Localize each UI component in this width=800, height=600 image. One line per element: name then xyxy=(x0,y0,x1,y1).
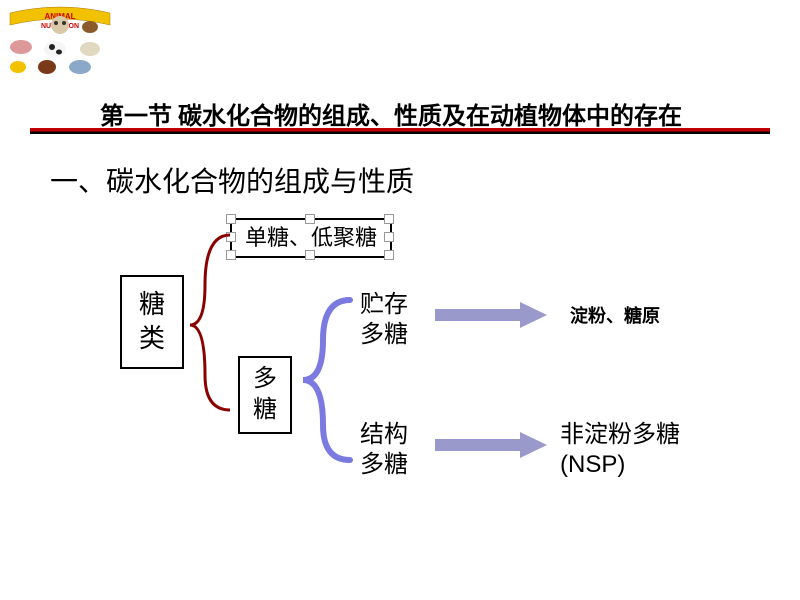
mono-oligo-text: 单糖、低聚糖 xyxy=(245,224,377,253)
heading-underline xyxy=(30,128,770,134)
nsp-line2: (NSP) xyxy=(560,450,680,480)
poly-line1: 多 xyxy=(253,364,277,395)
storage-label: 贮存 多糖 xyxy=(360,290,408,350)
storage-line1: 贮存 xyxy=(360,290,408,320)
section-title: 一、碳水化合物的组成与性质 xyxy=(50,160,414,200)
structural-line1: 结构 xyxy=(360,420,408,450)
handle-tl xyxy=(226,214,236,224)
animal-nutrition-logo: ANIMAL NUTRITION xyxy=(5,5,115,75)
arrow-structural xyxy=(435,430,550,460)
structural-label: 结构 多糖 xyxy=(360,420,408,480)
arrow-storage xyxy=(435,300,550,330)
root-line1: 糖 xyxy=(139,288,165,322)
starch-glycogen-label: 淀粉、糖原 xyxy=(570,305,660,328)
root-sugar-box: 糖 类 xyxy=(120,275,184,369)
chapter-heading: 第一节 碳水化合物的组成、性质及在动植物体中的存在 xyxy=(100,96,682,131)
nsp-line1: 非淀粉多糖 xyxy=(560,420,680,450)
handle-tm xyxy=(305,214,315,224)
bracket-root xyxy=(185,225,235,425)
nsp-label: 非淀粉多糖 (NSP) xyxy=(560,420,680,480)
handle-br xyxy=(384,250,394,260)
handle-bm xyxy=(305,250,315,260)
poly-box: 多 糖 xyxy=(238,356,292,434)
handle-mr xyxy=(384,232,394,242)
handle-tr xyxy=(384,214,394,224)
poly-line2: 糖 xyxy=(253,395,277,426)
storage-line2: 多糖 xyxy=(360,320,408,350)
bracket-poly xyxy=(295,285,355,485)
structural-line2: 多糖 xyxy=(360,450,408,480)
root-line2: 类 xyxy=(139,322,165,356)
